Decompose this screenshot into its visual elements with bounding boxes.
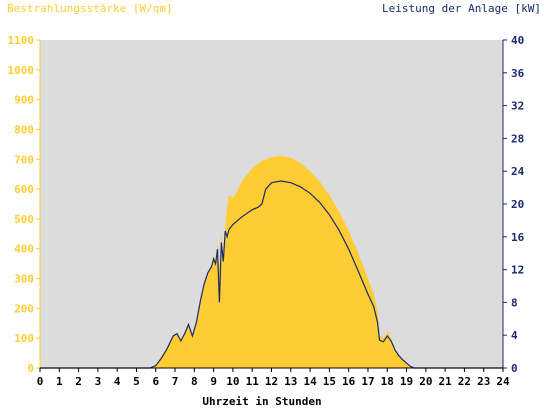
left-tick-label: 1000 <box>8 64 35 77</box>
left-tick-label: 200 <box>14 302 34 315</box>
right-tick-label: 20 <box>511 198 524 211</box>
x-tick-label: 17 <box>361 375 374 388</box>
x-ticks: 0 1 2 3 4 5 6 7 8 9 10 11 12 13 14 15 16 17 18 19 20 21 22 23 24 <box>37 368 510 388</box>
right-tick-label: 16 <box>511 231 525 244</box>
x-tick-label: 13 <box>284 375 297 388</box>
x-tick-label: 4 <box>114 375 121 388</box>
x-tick-label: 24 <box>496 375 510 388</box>
x-tick-label: 15 <box>323 375 336 388</box>
x-tick-label: 22 <box>458 375 471 388</box>
left-tick-label: 300 <box>14 273 34 286</box>
right-tick-label: 28 <box>511 132 524 145</box>
x-tick-label: 20 <box>419 375 432 388</box>
left-tick-label: 400 <box>14 243 34 256</box>
x-tick-label: 8 <box>191 375 198 388</box>
right-tick-label: 8 <box>511 296 518 309</box>
x-tick-label: 10 <box>226 375 239 388</box>
x-tick-label: 11 <box>246 375 260 388</box>
x-tick-label: 9 <box>210 375 217 388</box>
x-tick-label: 7 <box>172 375 179 388</box>
left-tick-label: 100 <box>14 332 34 345</box>
x-tick-label: 2 <box>75 375 82 388</box>
x-tick-label: 21 <box>439 375 453 388</box>
right-tick-label: 40 <box>511 34 524 47</box>
x-axis-label: Uhrzeit in Stunden <box>202 395 321 408</box>
right-axis-label: Leistung der Anlage [kW] <box>382 2 541 15</box>
left-tick-label: 900 <box>14 94 34 107</box>
right-tick-label: 0 <box>511 362 518 375</box>
x-tick-label: 14 <box>303 375 317 388</box>
x-tick-label: 1 <box>56 375 63 388</box>
irradiance-area <box>40 155 503 368</box>
left-ticks: 0 100 200 300 400 500 600 700 800 900 1000 1100 <box>8 34 40 375</box>
x-tick-label: 3 <box>95 375 102 388</box>
x-tick-label: 12 <box>265 375 278 388</box>
x-tick-label: 0 <box>37 375 44 388</box>
right-ticks: 0 4 8 12 16 20 24 28 32 36 40 <box>503 34 525 375</box>
left-tick-label: 800 <box>14 123 34 136</box>
left-tick-label: 500 <box>14 213 34 226</box>
right-tick-label: 24 <box>511 165 525 178</box>
x-tick-label: 18 <box>381 375 394 388</box>
x-tick-label: 6 <box>152 375 159 388</box>
series-layer <box>40 155 503 369</box>
x-tick-label: 19 <box>400 375 413 388</box>
left-tick-label: 700 <box>14 153 34 166</box>
x-tick-label: 5 <box>133 375 140 388</box>
x-tick-label: 23 <box>477 375 490 388</box>
power-line <box>40 180 503 369</box>
right-tick-label: 36 <box>511 67 525 80</box>
right-tick-label: 12 <box>511 264 524 277</box>
left-tick-label: 0 <box>27 362 34 375</box>
right-tick-label: 32 <box>511 100 524 113</box>
left-tick-label: 600 <box>14 183 34 196</box>
x-tick-label: 16 <box>342 375 356 388</box>
right-tick-label: 4 <box>511 329 518 342</box>
left-tick-label: 1100 <box>8 34 35 47</box>
left-axis-label: Bestrahlungsstärke [W/qm] <box>7 2 173 15</box>
